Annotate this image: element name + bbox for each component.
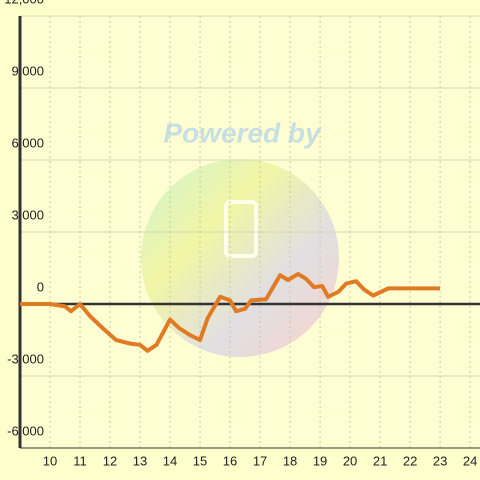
x-tick-label: 24: [463, 453, 477, 468]
watermark-logo: [141, 159, 339, 357]
x-tick-label: 16: [223, 453, 237, 468]
y-tick-label: 9,000: [11, 63, 44, 78]
x-tick-label: 20: [343, 453, 357, 468]
x-tick-label: 21: [373, 453, 387, 468]
watermark: Powered by: [163, 117, 322, 148]
x-tick-label: 11: [73, 453, 87, 468]
x-tick-label: 18: [283, 453, 297, 468]
y-tick-label: -3,000: [7, 351, 44, 366]
x-tick-label: 17: [253, 453, 267, 468]
x-tick-label: 13: [133, 453, 147, 468]
x-tick-label: 14: [163, 453, 177, 468]
x-tick-label: 10: [43, 453, 57, 468]
y-tick-label: 0: [37, 279, 44, 294]
x-tick-label: 15: [193, 453, 207, 468]
x-tick-label: 23: [433, 453, 447, 468]
x-tick-label: 12: [103, 453, 117, 468]
y-tick-label: 3,000: [11, 207, 44, 222]
x-tick-label: 19: [313, 453, 327, 468]
y-tick-label: -6,000: [7, 423, 44, 438]
y-tick-label: 12,000: [4, 0, 44, 6]
y-tick-label: 6,000: [11, 135, 44, 150]
series-line: [20, 272, 441, 353]
x-tick-label: 22: [403, 453, 417, 468]
